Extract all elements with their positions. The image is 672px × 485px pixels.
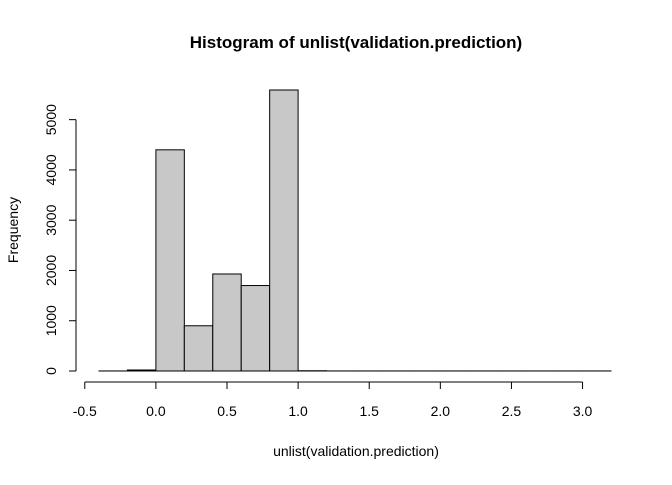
histogram-bar (127, 370, 155, 371)
histogram-bar (241, 286, 269, 371)
chart-title: Histogram of unlist(validation.predictio… (190, 33, 522, 52)
x-tick-label: 1.5 (359, 403, 379, 419)
x-axis-label: unlist(validation.prediction) (273, 443, 439, 459)
x-tick-label: 3.0 (573, 403, 593, 419)
y-tick-label: 1000 (43, 305, 59, 336)
y-tick-label: 2000 (43, 255, 59, 286)
x-tick-label: 2.5 (502, 403, 522, 419)
x-axis: -0.5 0.0 0.5 1.0 1.5 2.0 2.5 3.0 (73, 382, 593, 419)
histogram-bar (270, 90, 298, 371)
x-tick-label: 0.5 (217, 403, 237, 419)
x-tick-label: -0.5 (73, 403, 97, 419)
x-tick-label: 1.0 (288, 403, 308, 419)
histogram-bar (156, 150, 184, 371)
bars-group (99, 90, 611, 371)
y-tick-label: 4000 (43, 154, 59, 185)
x-tick-label: 0.0 (146, 403, 166, 419)
histogram-bar (213, 274, 241, 371)
histogram-bar (184, 326, 212, 371)
y-axis-label: Frequency (5, 197, 21, 263)
y-tick-label: 3000 (43, 204, 59, 235)
y-axis: 0 1000 2000 3000 4000 5000 (43, 104, 76, 375)
y-tick-label: 5000 (43, 104, 59, 135)
x-tick-label: 2.0 (431, 403, 451, 419)
y-tick-label: 0 (43, 367, 59, 375)
